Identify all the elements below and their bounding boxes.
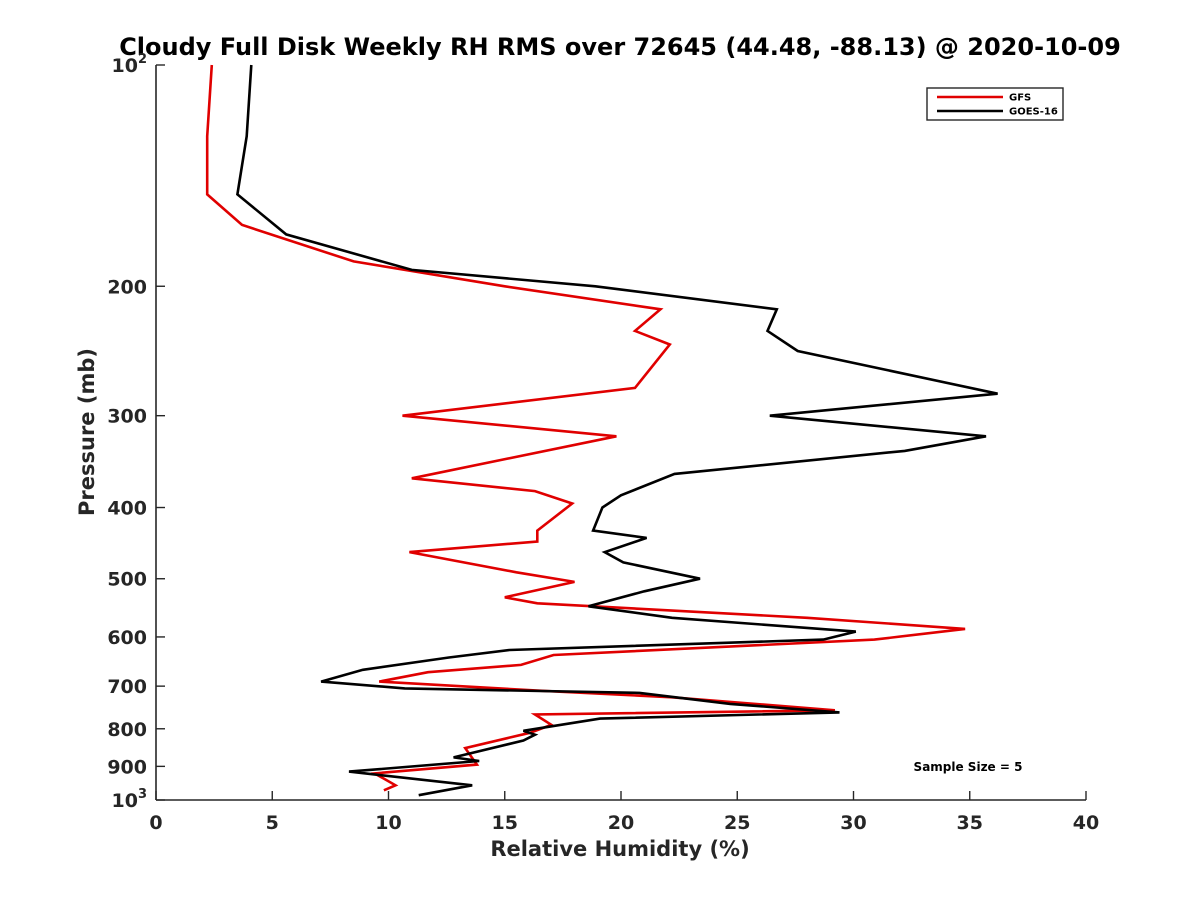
legend: GFS GOES-16 xyxy=(926,87,1064,121)
x-tick-label: 35 xyxy=(957,812,983,834)
x-tick-label: 20 xyxy=(608,812,634,834)
x-tick-label: 15 xyxy=(492,812,518,834)
x-tick-label: 30 xyxy=(840,812,866,834)
series-line-goes-16 xyxy=(235,64,998,797)
y-tick-label: 102 xyxy=(112,52,148,77)
y-tick-label: 900 xyxy=(107,756,147,778)
y-tick-label: 700 xyxy=(107,676,147,698)
x-tick-label: 40 xyxy=(1073,812,1099,834)
x-tick-label: 5 xyxy=(266,812,279,834)
sample-size-annotation: Sample Size = 5 xyxy=(914,760,1023,774)
y-tick-label: 600 xyxy=(107,627,147,649)
x-tick-label: 25 xyxy=(724,812,750,834)
y-tick-label: 103 xyxy=(112,787,148,812)
x-tick-label: 10 xyxy=(375,812,401,834)
chart-title: Cloudy Full Disk Weekly RH RMS over 7264… xyxy=(119,33,1121,61)
x-axis-label: Relative Humidity (%) xyxy=(490,837,749,861)
y-tick-label: 300 xyxy=(107,406,147,428)
legend-box xyxy=(926,87,1064,121)
y-tick-label: 800 xyxy=(107,719,147,741)
x-tick-label: 0 xyxy=(149,812,162,834)
y-tick-label: 500 xyxy=(107,569,147,591)
series-line-gfs xyxy=(205,64,966,792)
y-axis-label: Pressure (mb) xyxy=(75,348,99,516)
y-tick-label: 400 xyxy=(107,498,147,520)
axes-layer: 0 5 10 15 20 25 30 35 40 102 200 300 400 500 600 700 800… xyxy=(107,52,1099,834)
y-tick-label: 200 xyxy=(107,276,147,298)
series-layer xyxy=(205,64,998,797)
legend-label: GFS xyxy=(1009,93,1031,104)
legend-label: GOES-16 xyxy=(1009,107,1058,118)
